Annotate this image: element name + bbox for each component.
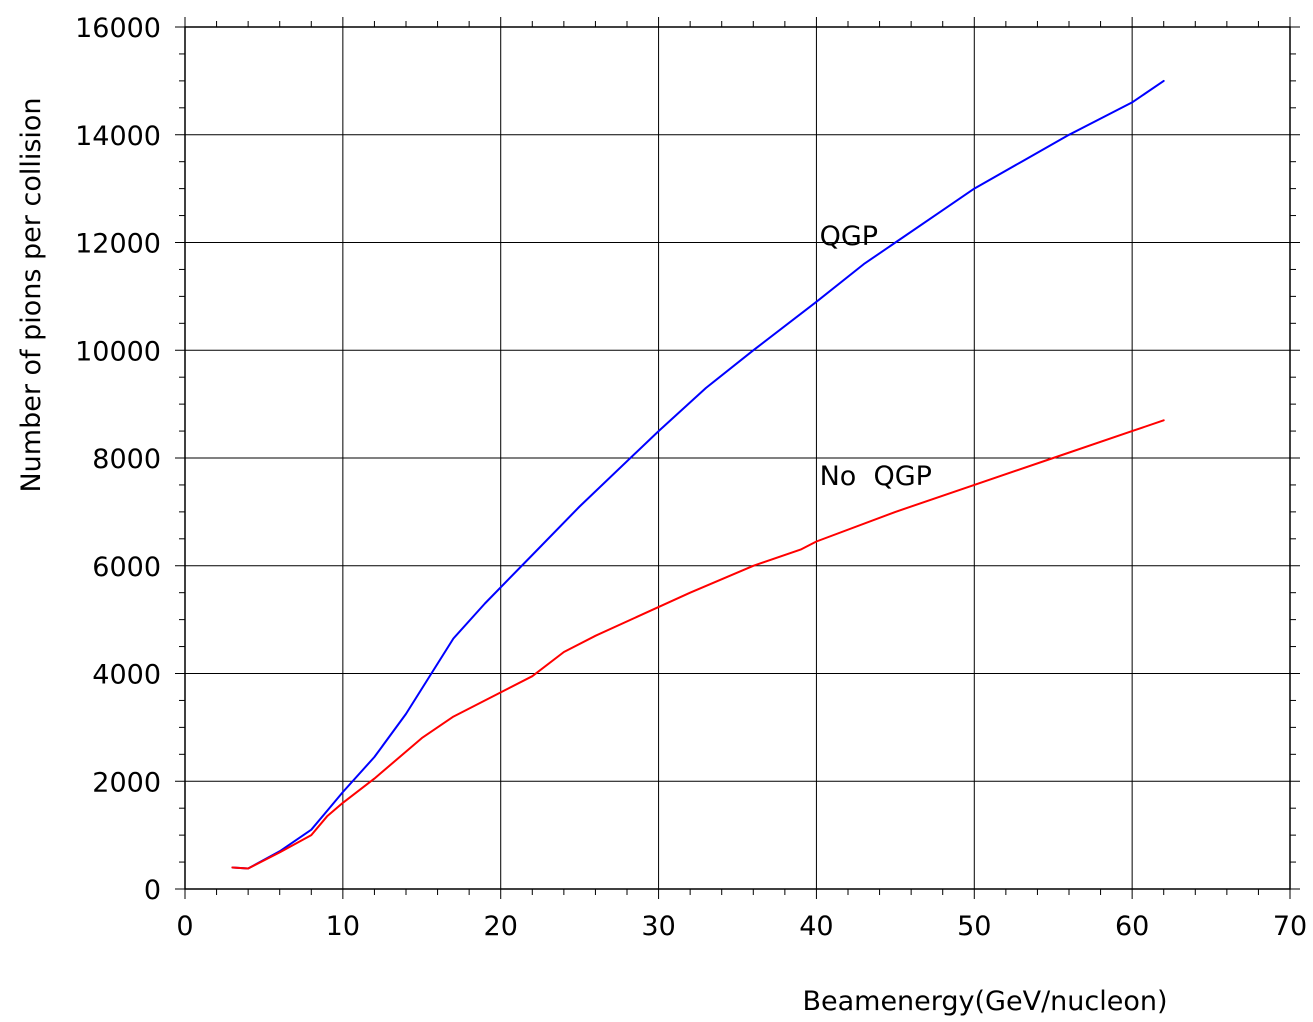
series-line-no-qgp: [231, 419, 1165, 870]
y-tick-label: 0: [144, 875, 161, 906]
annotation-label: QGP: [820, 221, 878, 252]
annotations: QGP No QGP: [820, 221, 932, 492]
x-tick-label: 10: [326, 911, 360, 942]
x-tick-label: 30: [641, 911, 675, 942]
y-tick-labels: 0 2000 4000 6000 8000 10000 12000 14000 16000: [75, 13, 161, 906]
series-group: [231, 79, 1165, 870]
y-tick-label: 2000: [92, 767, 161, 798]
y-tick-label: 10000: [75, 336, 161, 367]
x-tick-label: 0: [176, 911, 193, 942]
y-tick-label: 8000: [92, 444, 161, 475]
x-tick-label: 40: [799, 911, 833, 942]
series-line-qgp: [231, 79, 1165, 870]
y-tick-label: 4000: [92, 660, 161, 691]
annotation-label: No QGP: [820, 461, 932, 492]
minor-ticks: [175, 17, 1300, 899]
x-tick-labels: 0 10 20 30 40 50 60 70: [176, 911, 1307, 942]
y-tick-label: 14000: [75, 121, 161, 152]
x-tick-label: 70: [1273, 911, 1307, 942]
y-tick-label: 16000: [75, 13, 161, 44]
x-tick-label: 50: [957, 911, 991, 942]
x-tick-label: 20: [484, 911, 518, 942]
plot-frame: [184, 26, 1291, 890]
y-tick-label: 12000: [75, 229, 161, 260]
y-tick-label: 6000: [92, 552, 161, 583]
x-axis-title: Beamenergy(GeV/nucleon): [802, 986, 1167, 1017]
grid-lines: [185, 27, 1290, 889]
y-axis-title: Number of pions per collision: [16, 97, 47, 492]
x-tick-label: 60: [1115, 911, 1149, 942]
